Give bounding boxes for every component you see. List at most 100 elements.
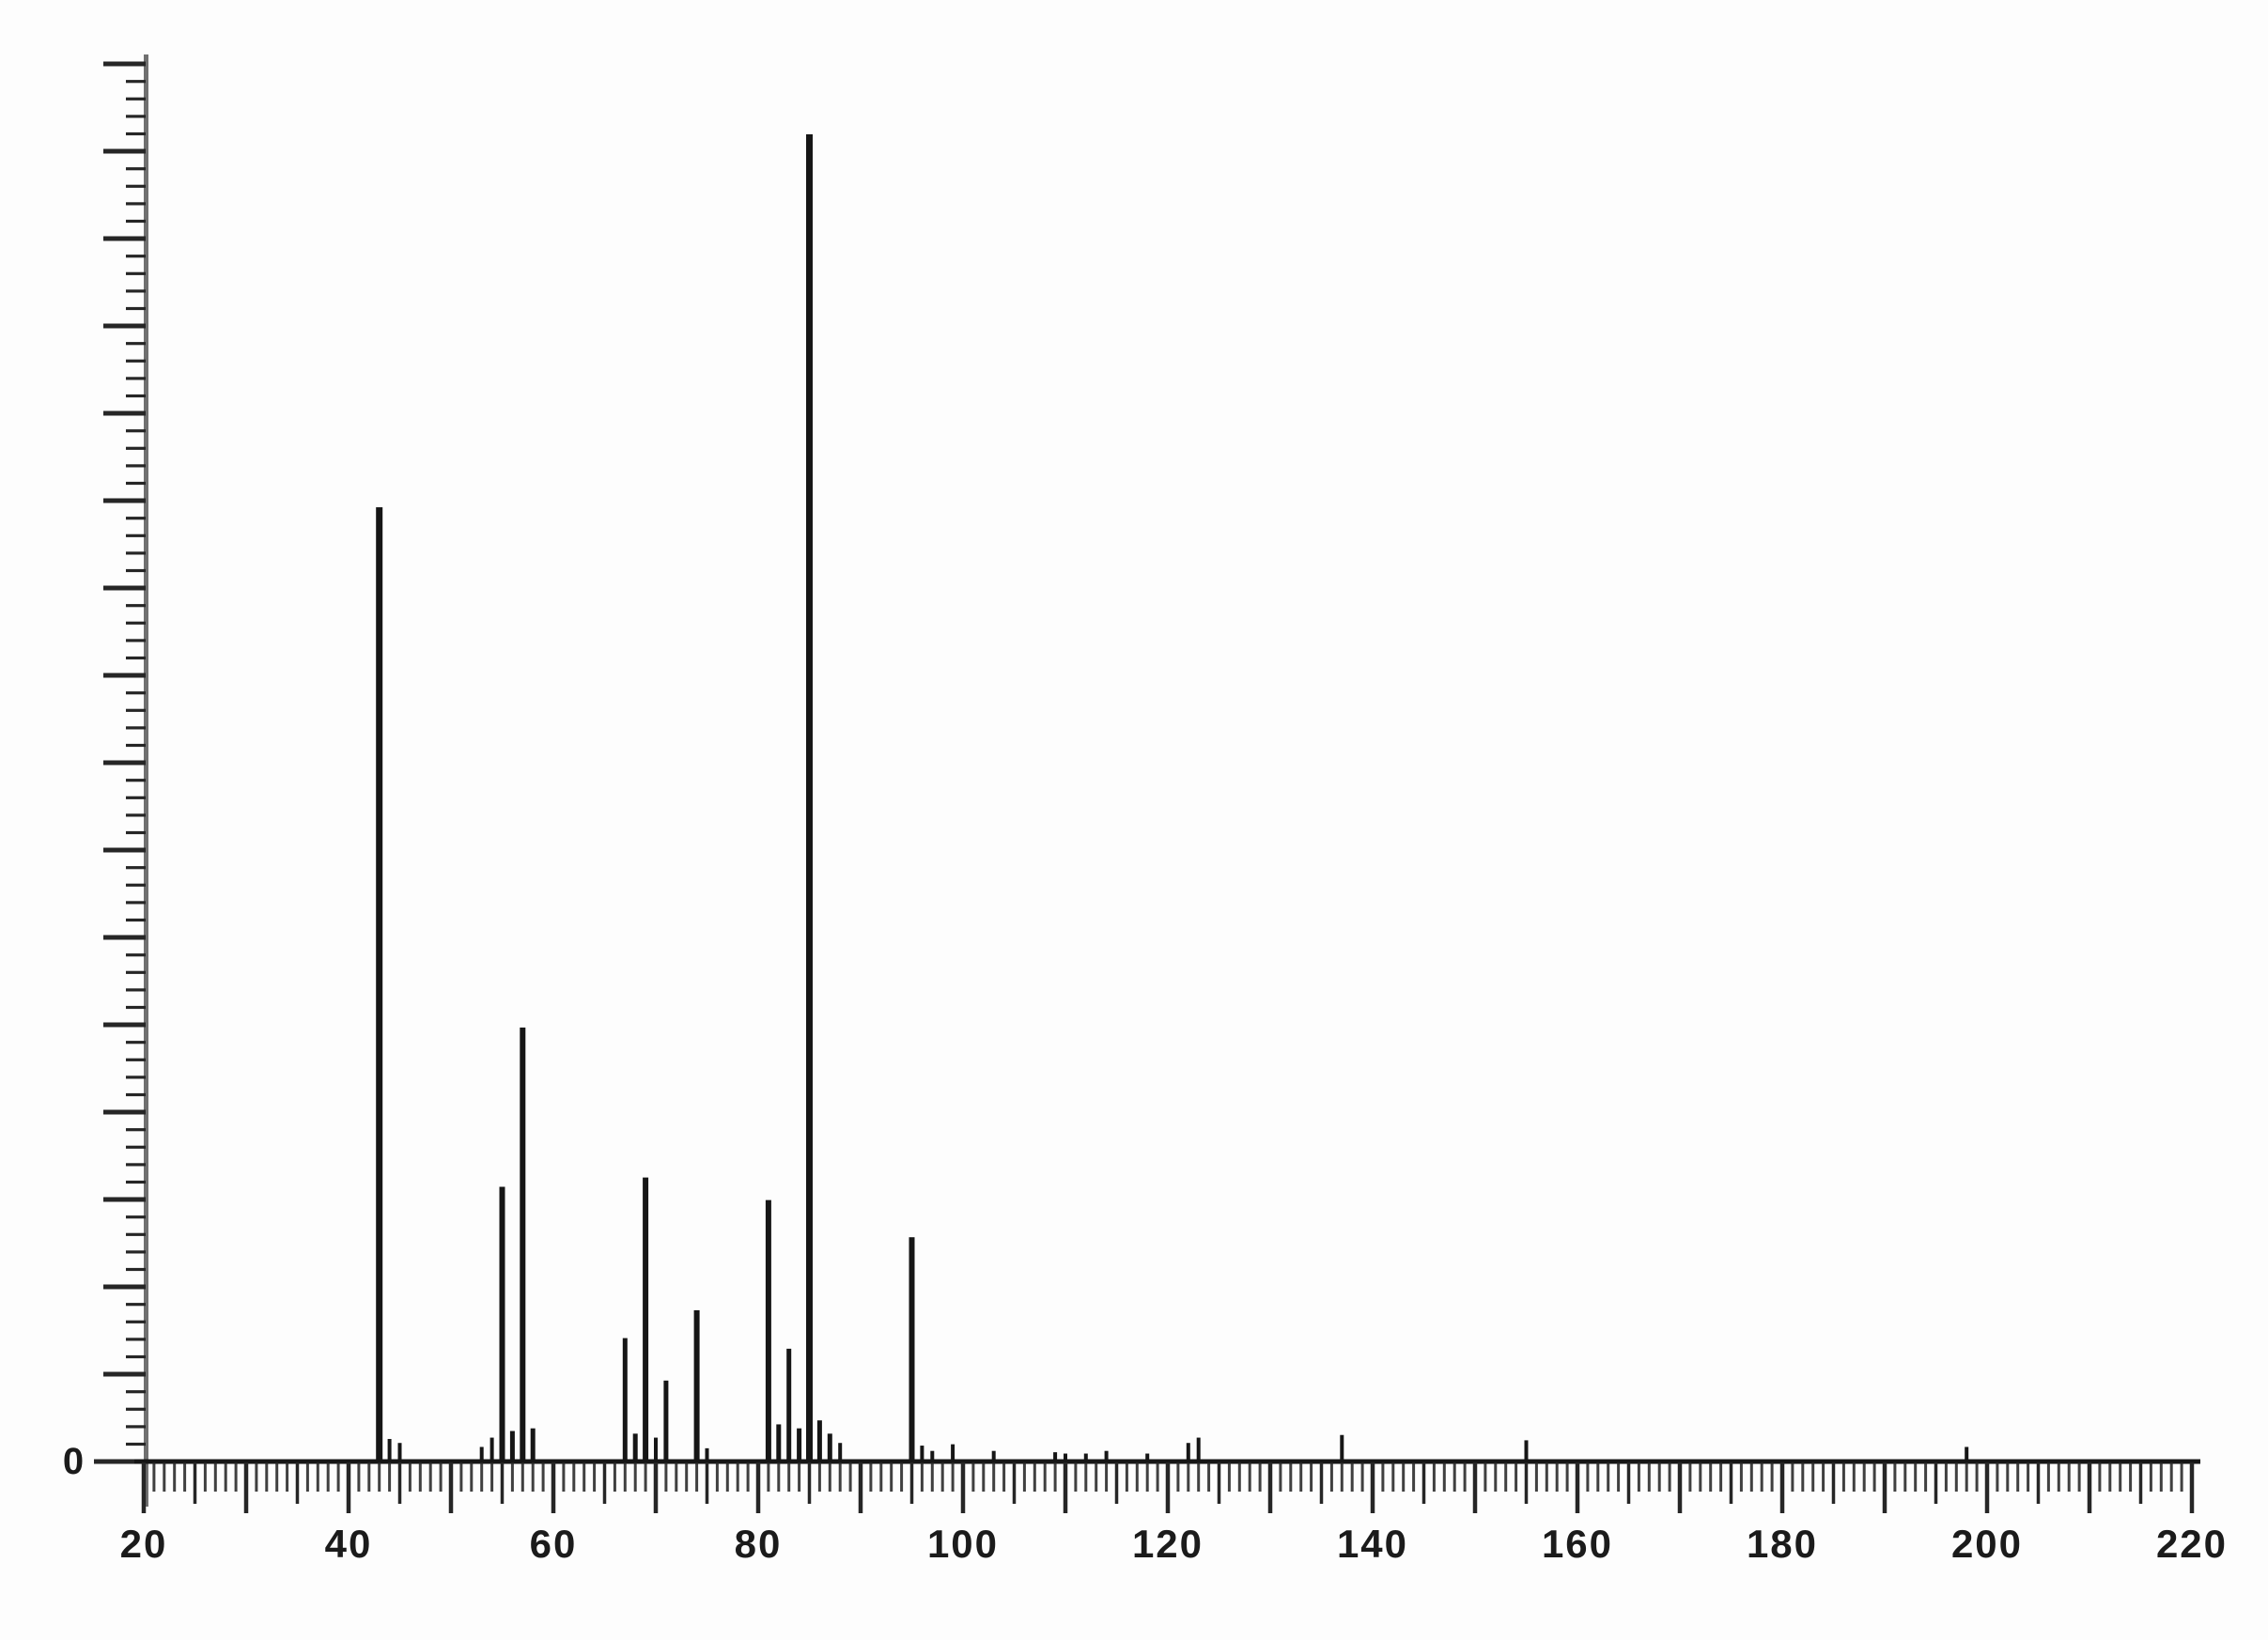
x-minor-tick bbox=[725, 1462, 729, 1492]
x-minor-tick bbox=[1760, 1462, 1763, 1492]
x-major-tick bbox=[1575, 1462, 1580, 1513]
x-minor-tick bbox=[1402, 1462, 1406, 1492]
y-minor-tick bbox=[126, 1407, 146, 1411]
x-minor-tick bbox=[2098, 1462, 2102, 1492]
x-minor-tick bbox=[326, 1462, 330, 1492]
x-minor-tick bbox=[1965, 1462, 1968, 1492]
x-minor-tick bbox=[767, 1462, 770, 1492]
x-minor-tick bbox=[2077, 1462, 2081, 1492]
x-minor-tick bbox=[1893, 1462, 1897, 1492]
peak-bar-mz-99 bbox=[951, 1444, 955, 1462]
x-minor-tick bbox=[613, 1462, 616, 1492]
x-minor-tick bbox=[633, 1462, 637, 1492]
x-minor-tick bbox=[510, 1462, 514, 1492]
x-minor-tick bbox=[992, 1462, 996, 1492]
y-major-tick bbox=[103, 1197, 146, 1202]
y-axis-origin-label: 0 bbox=[63, 1441, 84, 1482]
x-minor-tick bbox=[1903, 1462, 1907, 1492]
y-minor-tick bbox=[126, 1267, 146, 1272]
y-minor-tick bbox=[126, 796, 146, 799]
x-axis-tick-label: 160 bbox=[1542, 1522, 1613, 1566]
x-minor-tick bbox=[1412, 1462, 1416, 1492]
x-minor-tick bbox=[1617, 1462, 1621, 1492]
x-minor-tick bbox=[920, 1462, 924, 1492]
x-major-tick bbox=[1472, 1462, 1478, 1513]
x-minor-tick bbox=[1688, 1462, 1692, 1492]
y-minor-tick bbox=[126, 901, 146, 905]
x-minor-tick bbox=[378, 1462, 381, 1492]
x-axis-tick-label: 20 bbox=[120, 1522, 168, 1566]
y-minor-tick bbox=[126, 568, 146, 573]
x-major-tick bbox=[1677, 1462, 1683, 1513]
x-major-tick bbox=[858, 1462, 863, 1513]
x-axis-tick-label: 200 bbox=[1951, 1522, 2023, 1566]
y-minor-tick bbox=[126, 1058, 146, 1061]
x-minor-tick bbox=[1565, 1462, 1569, 1492]
y-minor-tick bbox=[126, 988, 146, 992]
x-minor-tick bbox=[583, 1462, 586, 1492]
peak-bar-mz-123 bbox=[1196, 1437, 1201, 1462]
peak-bar-mz-122 bbox=[1186, 1443, 1190, 1462]
y-minor-tick bbox=[126, 726, 146, 730]
y-minor-tick bbox=[126, 743, 146, 748]
y-minor-tick bbox=[126, 342, 146, 346]
x-minor-tick bbox=[798, 1462, 801, 1492]
x-major-tick bbox=[1063, 1462, 1068, 1513]
x-minor-tick bbox=[163, 1462, 166, 1492]
x-minor-tick bbox=[388, 1462, 392, 1492]
y-minor-tick bbox=[126, 918, 146, 922]
x-axis-tick-label: 180 bbox=[1747, 1522, 1818, 1566]
x-medium-tick bbox=[295, 1462, 300, 1504]
y-minor-tick bbox=[126, 1442, 146, 1447]
x-major-tick bbox=[2087, 1462, 2092, 1513]
y-axis-origin-dash bbox=[94, 1459, 146, 1464]
x-minor-tick bbox=[1852, 1462, 1856, 1492]
x-minor-tick bbox=[2180, 1462, 2183, 1492]
x-minor-tick bbox=[1207, 1462, 1211, 1492]
x-minor-tick bbox=[1811, 1462, 1815, 1492]
x-minor-tick bbox=[1350, 1462, 1354, 1492]
x-minor-tick bbox=[1463, 1462, 1467, 1492]
x-minor-tick bbox=[224, 1462, 227, 1492]
y-minor-tick bbox=[126, 1163, 146, 1167]
x-major-tick bbox=[960, 1462, 966, 1513]
peak-bar-mz-97 bbox=[930, 1450, 935, 1462]
x-minor-tick bbox=[2057, 1462, 2060, 1492]
y-major-tick bbox=[103, 148, 146, 154]
x-minor-tick bbox=[900, 1462, 904, 1492]
x-minor-tick bbox=[1801, 1462, 1805, 1492]
x-major-tick bbox=[1165, 1462, 1171, 1513]
x-axis-line bbox=[134, 1459, 2200, 1464]
y-minor-tick bbox=[126, 691, 146, 695]
y-minor-tick bbox=[126, 1354, 146, 1359]
x-minor-tick bbox=[305, 1462, 309, 1492]
x-minor-tick bbox=[623, 1462, 627, 1492]
y-minor-tick bbox=[126, 446, 146, 450]
x-minor-tick bbox=[1381, 1462, 1385, 1492]
x-minor-tick bbox=[1074, 1462, 1078, 1492]
y-minor-tick bbox=[126, 167, 146, 171]
x-minor-tick bbox=[428, 1462, 432, 1492]
y-minor-tick bbox=[126, 377, 146, 380]
peak-bar-mz-118 bbox=[1145, 1453, 1150, 1462]
x-minor-tick bbox=[520, 1462, 524, 1492]
x-minor-tick bbox=[2046, 1462, 2050, 1492]
x-minor-tick bbox=[2016, 1462, 2020, 1492]
x-medium-tick bbox=[1934, 1462, 1938, 1504]
x-medium-tick bbox=[500, 1462, 505, 1504]
x-minor-tick bbox=[787, 1462, 791, 1492]
x-major-tick bbox=[1882, 1462, 1887, 1513]
x-minor-tick bbox=[1299, 1462, 1303, 1492]
peak-bar-mz-44 bbox=[387, 1438, 392, 1462]
x-minor-tick bbox=[593, 1462, 597, 1492]
x-minor-tick bbox=[1340, 1462, 1344, 1492]
y-minor-tick bbox=[126, 866, 146, 870]
x-minor-tick bbox=[1657, 1462, 1661, 1492]
x-minor-tick bbox=[1432, 1462, 1436, 1492]
x-minor-tick bbox=[1484, 1462, 1487, 1492]
x-medium-tick bbox=[1217, 1462, 1221, 1504]
x-minor-tick bbox=[1596, 1462, 1600, 1492]
y-minor-tick bbox=[126, 953, 146, 957]
x-minor-tick bbox=[1227, 1462, 1231, 1492]
x-minor-tick bbox=[695, 1462, 699, 1492]
